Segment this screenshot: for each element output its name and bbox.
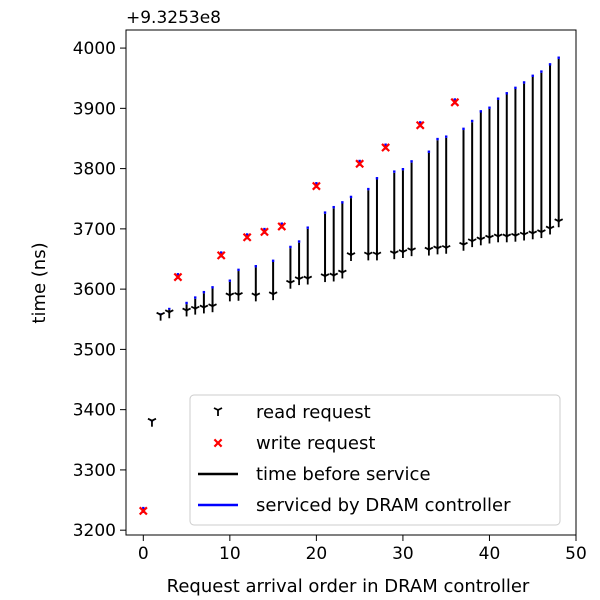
read-request-point-8 (234, 291, 243, 301)
read-request-point-4 (190, 305, 200, 315)
read-request-point-15 (329, 272, 339, 282)
legend-read-marker (213, 407, 223, 416)
y-tick-label: 3300 (73, 461, 116, 481)
y-tick-label: 4000 (73, 39, 116, 59)
read-request-point-25 (441, 244, 451, 254)
data-marks (138, 56, 564, 516)
read-request-point-12 (294, 276, 304, 286)
y-axis: 3200 3300 3400 3500 3600 3700 3800 3900 4000 (73, 39, 126, 541)
read-request-point-27 (467, 238, 477, 248)
read-request-point-9 (251, 292, 261, 302)
read-request-point-13 (303, 275, 313, 285)
read-request-point-22 (407, 247, 416, 257)
legend-label: time before service (256, 464, 431, 485)
x-tick-label: 10 (219, 544, 241, 564)
read-request-point-1 (156, 311, 166, 321)
x-axis: 0 10 20 30 40 50 (138, 535, 587, 564)
read-request-point-37 (554, 218, 564, 228)
x-axis-title: Request arrival order in DRAM controller (167, 576, 530, 597)
read-request-point-11 (286, 279, 295, 289)
read-request-point-21 (398, 249, 408, 258)
write-request-point-5 (277, 222, 287, 231)
legend-frame (189, 394, 561, 526)
read-request-point-34 (528, 230, 538, 240)
read-request-point-7 (225, 292, 235, 302)
x-tick-label: 0 (138, 544, 149, 564)
y-tick-label: 3900 (73, 99, 116, 119)
plot-frame (125, 29, 577, 536)
legend-label: serviced by DRAM controller (256, 495, 511, 516)
read-request-point-0 (147, 417, 157, 427)
read-request-point-31 (502, 233, 512, 243)
read-request-point-29 (485, 234, 494, 244)
write-request-point-8 (381, 143, 390, 152)
legend-entry-2: time before service (198, 464, 431, 485)
legend: read request write request time before ser… (189, 394, 561, 526)
read-request-point-19 (372, 251, 382, 261)
y-tick-label: 3200 (73, 521, 116, 541)
write-request-point-4 (260, 227, 269, 237)
read-request-point-17 (346, 252, 356, 261)
read-request-point-30 (493, 233, 503, 243)
y-axis-title: time (ns) (29, 242, 50, 323)
read-request-point-10 (268, 291, 278, 301)
write-request-point-3 (242, 232, 252, 242)
legend-label: write request (256, 433, 375, 454)
read-request-point-5 (199, 304, 209, 314)
write-request-point-6 (312, 181, 321, 191)
write-request-point-2 (216, 251, 226, 260)
read-request-point-16 (337, 269, 347, 279)
y-tick-label: 3700 (73, 220, 116, 240)
write-request-point-1 (173, 272, 183, 282)
write-request-point-7 (355, 159, 365, 169)
y-offset-label: +9.3253e8 (126, 8, 221, 28)
read-request-point-3 (182, 307, 191, 317)
write-request-point-10 (450, 97, 460, 107)
read-request-point-24 (433, 245, 442, 255)
y-tick-label: 3500 (73, 340, 116, 360)
y-tick-label: 3800 (73, 160, 116, 180)
legend-entry-1: write request (213, 433, 375, 454)
read-request-point-18 (363, 251, 373, 261)
write-request-point-9 (415, 120, 425, 130)
read-request-point-2 (164, 309, 174, 319)
read-request-point-23 (424, 246, 434, 256)
read-request-point-26 (459, 241, 468, 251)
read-request-point-32 (511, 232, 520, 242)
read-request-point-20 (389, 250, 399, 260)
read-request-point-14 (320, 273, 330, 283)
read-request-point-28 (476, 236, 486, 246)
legend-write-marker (213, 438, 223, 448)
legend-entry-3: serviced by DRAM controller (198, 495, 511, 516)
x-tick-label: 40 (479, 544, 501, 564)
legend-entry-0: read request (213, 402, 371, 423)
x-tick-label: 30 (392, 544, 414, 564)
legend-label: read request (256, 402, 371, 423)
write-request-point-0 (138, 506, 148, 516)
read-request-point-6 (208, 303, 217, 313)
read-request-point-36 (545, 225, 555, 235)
read-request-point-33 (519, 231, 529, 241)
x-tick-label: 50 (565, 544, 587, 564)
y-tick-label: 3400 (73, 401, 116, 421)
x-tick-label: 20 (306, 544, 328, 564)
y-tick-label: 3600 (73, 280, 116, 300)
read-request-point-35 (536, 229, 546, 239)
